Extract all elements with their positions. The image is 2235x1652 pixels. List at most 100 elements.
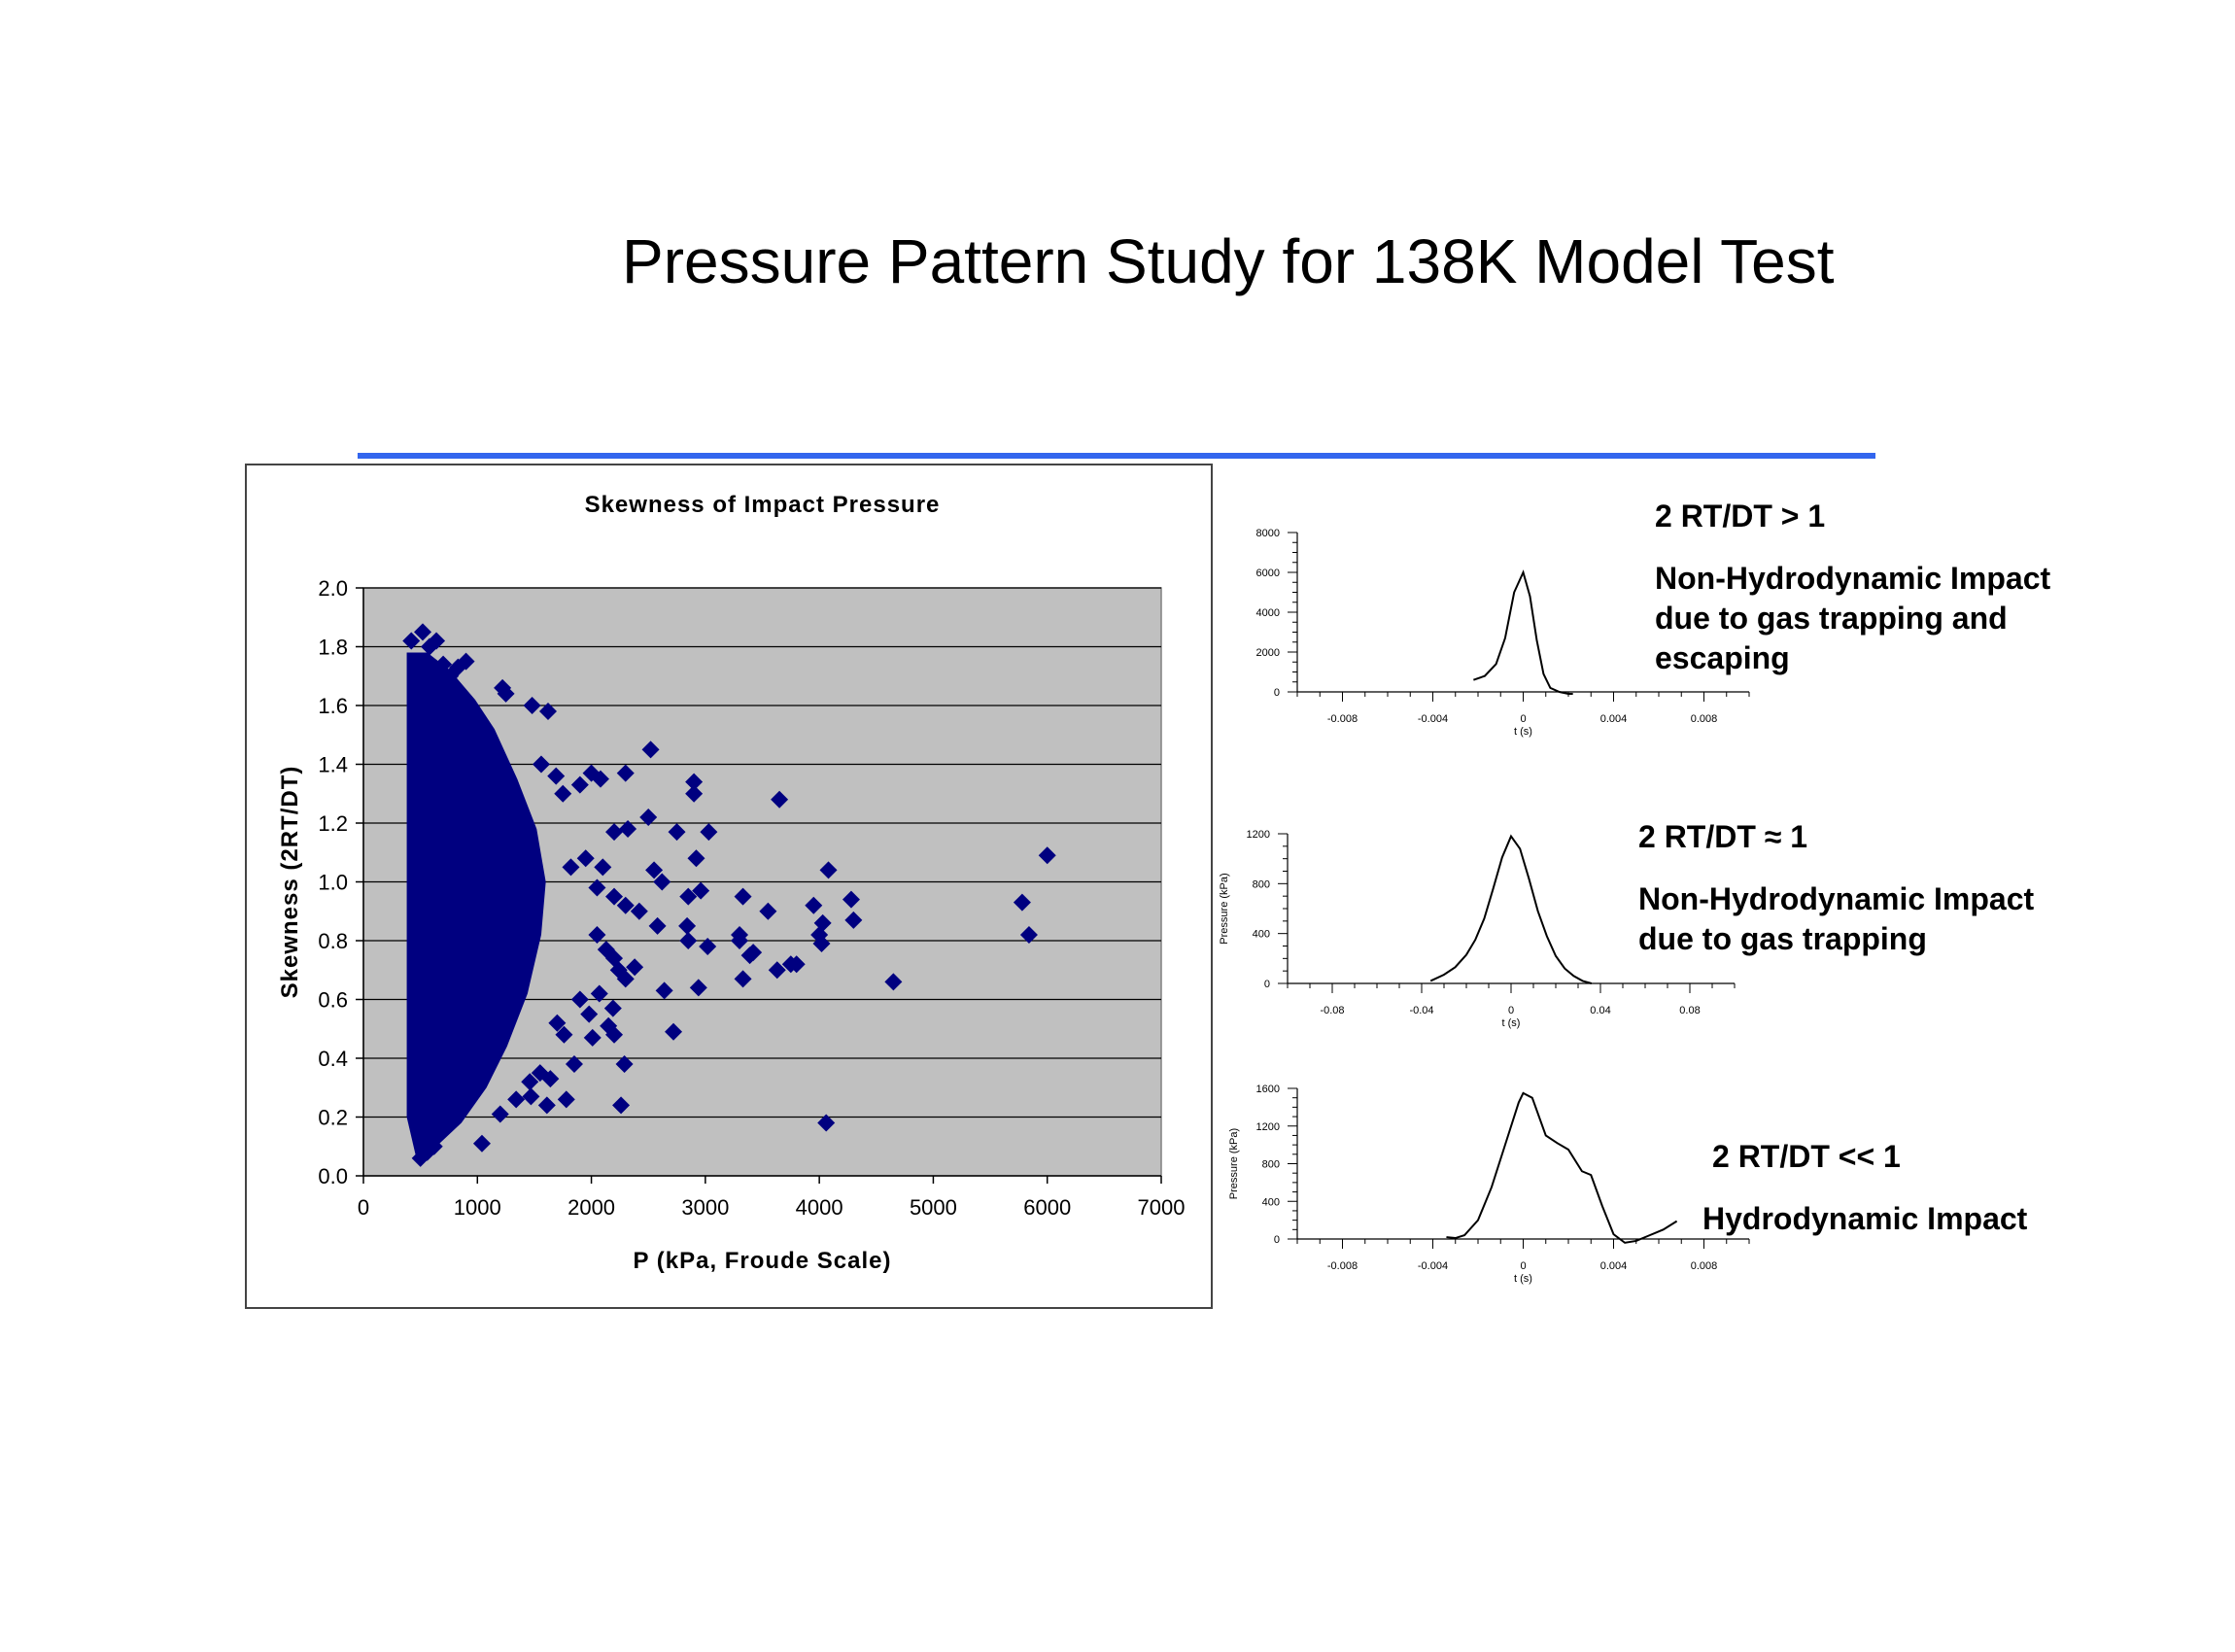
data-point — [1019, 925, 1038, 944]
data-point — [605, 1025, 624, 1044]
data-point — [734, 970, 752, 988]
data-point — [805, 896, 823, 914]
data-point — [648, 916, 667, 935]
x-tick-label: 0.04 — [1590, 1005, 1610, 1016]
data-point — [842, 890, 860, 909]
x-tick-label: -0.008 — [1327, 713, 1358, 725]
y-tick-label: 2000 — [1256, 647, 1280, 659]
y-tick-label: 0.6 — [318, 988, 348, 1013]
x-tick-label: 0 — [1520, 1260, 1526, 1272]
y-tick-label: 0 — [1274, 1234, 1280, 1246]
data-point — [491, 1105, 509, 1123]
data-point — [817, 1114, 836, 1132]
data-point — [565, 1055, 583, 1074]
data-point — [562, 858, 580, 877]
data-point — [523, 697, 541, 714]
pressure-curve — [1429, 834, 1593, 984]
data-point — [532, 755, 550, 774]
data-point — [626, 958, 644, 977]
x-tick-label: 0.004 — [1600, 713, 1628, 725]
data-point — [616, 896, 635, 914]
data-point — [570, 990, 589, 1009]
y-tick-label: 800 — [1253, 878, 1270, 890]
data-point — [570, 775, 589, 794]
y-tick-label: 1200 — [1256, 1121, 1280, 1133]
y-tick-label: 8000 — [1256, 528, 1280, 539]
x-tick-label: 0.008 — [1691, 1260, 1718, 1272]
data-point — [844, 911, 863, 929]
data-point — [616, 970, 635, 988]
x-axis-label: t (s) — [1514, 726, 1532, 738]
data-point — [645, 861, 664, 879]
x-axis-label: t (s) — [1502, 1017, 1521, 1029]
data-point — [616, 764, 635, 782]
x-tick-label: 0 — [1508, 1005, 1514, 1016]
x-tick-label: 4000 — [796, 1195, 843, 1220]
y-tick-label: 800 — [1262, 1159, 1280, 1171]
data-point — [434, 655, 453, 673]
data-point — [588, 878, 606, 897]
data-point — [630, 902, 648, 920]
data-point — [734, 887, 752, 906]
y-tick-label: 1200 — [1247, 829, 1270, 841]
data-point — [594, 858, 612, 877]
annotation-3-title: 2 RT/DT << 1 — [1712, 1139, 1901, 1174]
x-tick-label: 0.004 — [1600, 1260, 1628, 1272]
slide-title: Pressure Pattern Study for 138K Model Te… — [622, 226, 1835, 296]
data-point — [668, 823, 686, 842]
data-point — [692, 881, 710, 900]
data-point — [541, 1070, 560, 1088]
data-point — [591, 770, 609, 788]
x-tick-label: -0.08 — [1320, 1005, 1344, 1016]
pressure-curve — [1446, 1091, 1678, 1244]
y-tick-label: 1.0 — [318, 871, 348, 895]
x-tick-label: -0.04 — [1409, 1005, 1433, 1016]
data-point — [759, 902, 777, 920]
data-point — [1013, 893, 1031, 912]
data-point — [580, 1005, 599, 1023]
data-point — [639, 808, 658, 826]
data-point — [472, 1134, 491, 1153]
chart-title: Skewness of Impact Pressure — [585, 492, 941, 518]
data-point — [537, 1096, 556, 1115]
data-point — [521, 1073, 539, 1091]
y-tick-label: 0.4 — [318, 1047, 348, 1071]
data-point — [408, 661, 427, 679]
data-point — [605, 823, 624, 842]
x-tick-label: 0.008 — [1691, 713, 1718, 725]
y-tick-label: 1600 — [1256, 1084, 1280, 1095]
data-point — [1038, 846, 1056, 865]
x-axis-label: P (kPa, Froude Scale) — [634, 1248, 892, 1274]
data-point — [665, 1022, 683, 1041]
x-tick-label: 3000 — [681, 1195, 729, 1220]
data-point — [678, 916, 697, 935]
data-point — [522, 1087, 540, 1106]
data-point — [555, 1025, 573, 1044]
data-point — [402, 632, 421, 650]
data-point — [653, 873, 671, 891]
title-divider — [358, 453, 1875, 459]
x-tick-label: 1000 — [454, 1195, 501, 1220]
data-point — [679, 887, 698, 906]
y-tick-label: 1.2 — [318, 811, 348, 836]
y-axis-label: Pressure (kPa) — [1228, 1128, 1240, 1199]
data-point — [428, 632, 446, 650]
data-point — [554, 784, 572, 803]
data-point — [687, 849, 705, 868]
x-tick-label: -0.004 — [1418, 1260, 1448, 1272]
data-point — [771, 790, 789, 809]
data-point — [603, 999, 622, 1017]
y-tick-label: 4000 — [1256, 607, 1280, 619]
pressure-curve — [1473, 569, 1573, 696]
data-point — [685, 773, 704, 791]
data-point — [619, 820, 637, 839]
x-tick-label: 0 — [1520, 713, 1526, 725]
data-point — [425, 1137, 443, 1155]
x-tick-label: 0.08 — [1679, 1005, 1700, 1016]
data-point — [547, 767, 566, 785]
data-point — [679, 932, 698, 949]
data-point — [689, 979, 707, 997]
data-point — [884, 973, 903, 991]
